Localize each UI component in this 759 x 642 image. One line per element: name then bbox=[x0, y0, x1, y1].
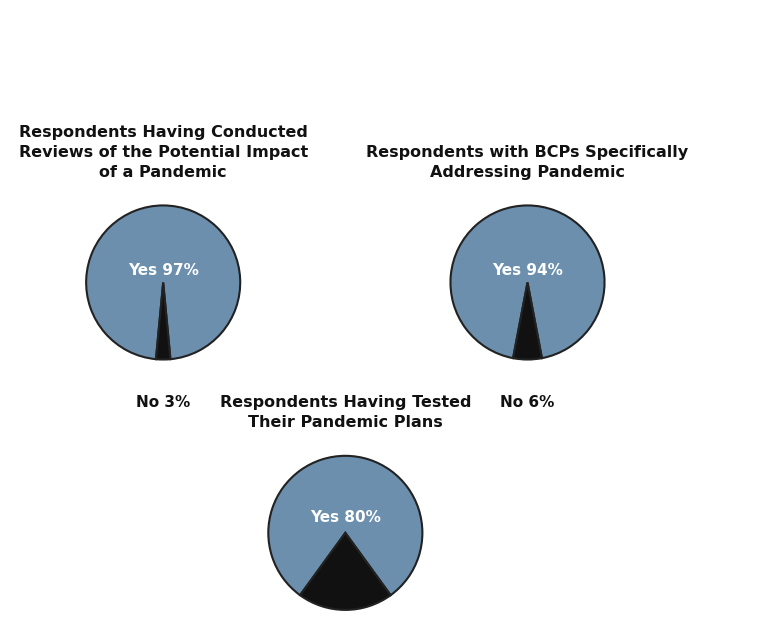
Wedge shape bbox=[86, 205, 241, 359]
Text: Respondents Having Conducted
Reviews of the Potential Impact
of a Pandemic: Respondents Having Conducted Reviews of … bbox=[18, 125, 308, 180]
Text: No 3%: No 3% bbox=[136, 395, 191, 410]
Wedge shape bbox=[450, 205, 605, 358]
Text: Yes 97%: Yes 97% bbox=[128, 263, 199, 279]
Text: Yes 94%: Yes 94% bbox=[492, 263, 563, 279]
Wedge shape bbox=[513, 282, 542, 360]
Text: Yes 80%: Yes 80% bbox=[310, 510, 381, 525]
Wedge shape bbox=[300, 533, 391, 610]
Text: Respondents Having Tested
Their Pandemic Plans: Respondents Having Tested Their Pandemic… bbox=[219, 395, 471, 430]
Text: No 6%: No 6% bbox=[500, 395, 555, 410]
Wedge shape bbox=[156, 282, 171, 360]
Wedge shape bbox=[268, 456, 423, 595]
Text: Respondents with BCPs Specifically
Addressing Pandemic: Respondents with BCPs Specifically Addre… bbox=[367, 145, 688, 180]
